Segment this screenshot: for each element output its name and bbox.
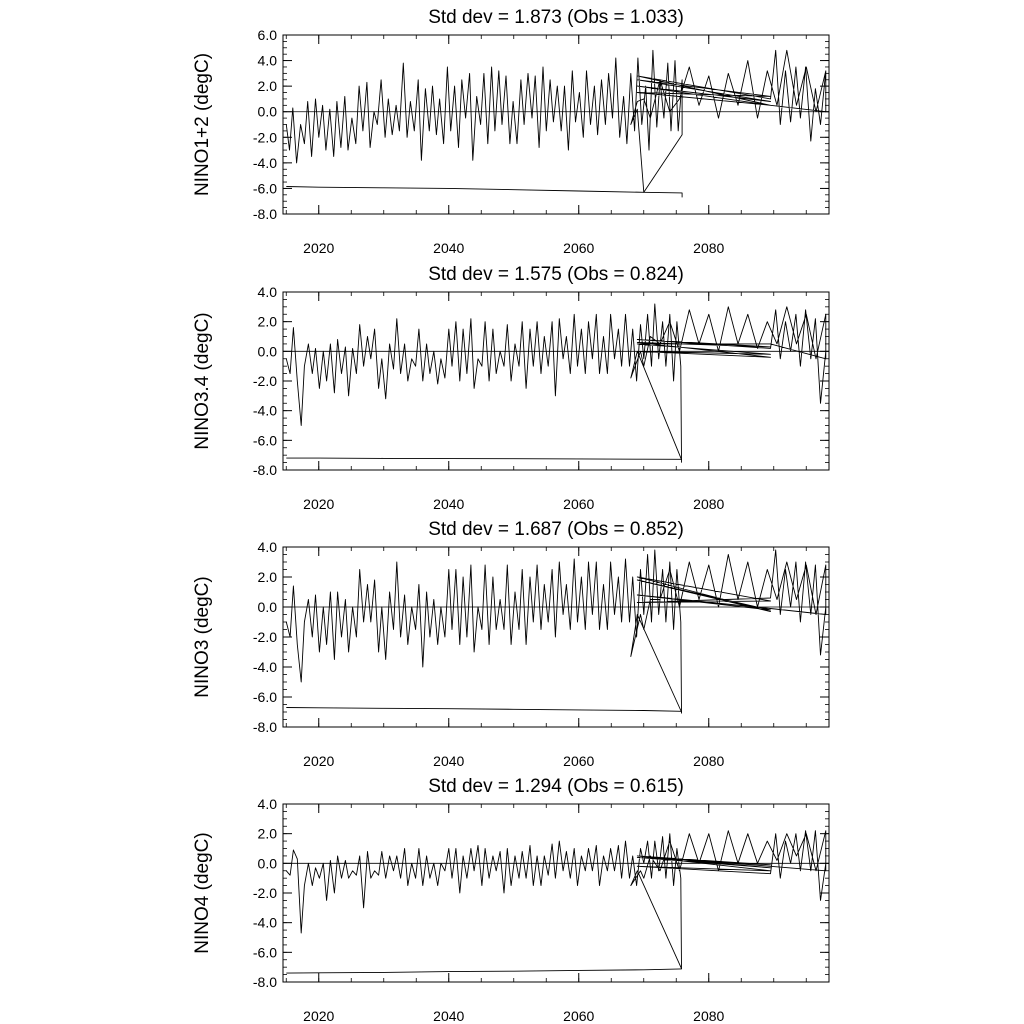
- y-tick-label: -8.0: [253, 719, 277, 735]
- series-line-1: [285, 830, 827, 970]
- x-tick-label: 2020: [303, 240, 334, 256]
- x-tick-label: 2020: [303, 753, 334, 769]
- y-axis-label: NINO3 (degC): [192, 576, 213, 697]
- y-tick-label: 4.0: [258, 53, 278, 69]
- x-tick-label: 2060: [563, 1008, 594, 1024]
- y-tick-label: -4.0: [253, 403, 277, 419]
- y-axis-label: NINO4 (degC): [192, 832, 213, 953]
- series-line-2: [286, 968, 682, 974]
- y-tick-label: -2.0: [253, 373, 277, 389]
- x-tick-label: 2060: [563, 753, 594, 769]
- y-tick-label: -4.0: [253, 659, 277, 675]
- y-tick-label: 2.0: [258, 826, 278, 842]
- x-tick-label: 2080: [693, 1008, 724, 1024]
- x-tick-label: 2040: [433, 240, 464, 256]
- series-line-1: [285, 303, 827, 461]
- y-tick-label: 2.0: [258, 569, 278, 585]
- y-axis-label: NINO3.4 (degC): [192, 312, 213, 449]
- panel-title: Std dev = 1.294 (Obs = 0.615): [428, 776, 684, 797]
- chart-panel-4: Std dev = 1.294 (Obs = 0.615) NINO4 (degC…: [192, 776, 830, 1024]
- panel-title: Std dev = 1.575 (Obs = 0.824): [428, 264, 684, 285]
- chart-panel-2: Std dev = 1.575 (Obs = 0.824) NINO3.4 (de…: [192, 264, 830, 512]
- y-tick-label: -6.0: [253, 689, 277, 705]
- x-tick-label: 2040: [433, 496, 464, 512]
- y-tick-label: 0.0: [258, 599, 278, 615]
- y-tick-label: -8.0: [253, 462, 277, 478]
- x-tick-label: 2020: [303, 496, 334, 512]
- series-line-1: [285, 49, 827, 193]
- y-tick-label: -8.0: [253, 974, 277, 990]
- y-tick-label: -2.0: [253, 885, 277, 901]
- panel-title: Std dev = 1.687 (Obs = 0.852): [428, 519, 684, 540]
- panel-title: Std dev = 1.873 (Obs = 1.033): [428, 7, 684, 28]
- x-tick-label: 2080: [693, 496, 724, 512]
- y-tick-label: -6.0: [253, 180, 277, 196]
- y-tick-label: 0.0: [258, 855, 278, 871]
- y-tick-label: -4.0: [253, 155, 277, 171]
- y-tick-label: -8.0: [253, 206, 277, 222]
- series-line-2: [286, 707, 682, 714]
- x-tick-label: 2020: [303, 1008, 334, 1024]
- y-tick-label: -4.0: [253, 915, 277, 931]
- chart-panel-3: Std dev = 1.687 (Obs = 0.852) NINO3 (degC…: [192, 519, 830, 769]
- y-tick-label: 0.0: [258, 104, 278, 120]
- plot-frame: [282, 546, 830, 728]
- y-tick-label: -6.0: [253, 432, 277, 448]
- x-tick-label: 2080: [693, 753, 724, 769]
- x-tick-label: 2040: [433, 753, 464, 769]
- series-line-1: [285, 549, 827, 713]
- y-tick-label: 0.0: [258, 343, 278, 359]
- y-tick-label: 4.0: [258, 796, 278, 812]
- y-tick-label: 2.0: [258, 78, 278, 94]
- y-tick-label: 4.0: [258, 284, 278, 300]
- series-line-2: [286, 186, 683, 198]
- y-tick-label: -6.0: [253, 944, 277, 960]
- y-tick-label: -2.0: [253, 629, 277, 645]
- x-tick-label: 2060: [563, 496, 594, 512]
- y-tick-label: 4.0: [258, 539, 278, 555]
- y-tick-label: 6.0: [258, 27, 278, 43]
- x-tick-label: 2060: [563, 240, 594, 256]
- y-tick-label: 2.0: [258, 314, 278, 330]
- x-tick-label: 2080: [693, 240, 724, 256]
- series-line-2: [286, 457, 682, 463]
- y-axis-label: NINO1+2 (degC): [192, 53, 213, 196]
- chart-panel-1: Std dev = 1.873 (Obs = 1.033) NINO1+2 (de…: [192, 7, 830, 256]
- y-tick-label: -2.0: [253, 129, 277, 145]
- x-tick-label: 2040: [433, 1008, 464, 1024]
